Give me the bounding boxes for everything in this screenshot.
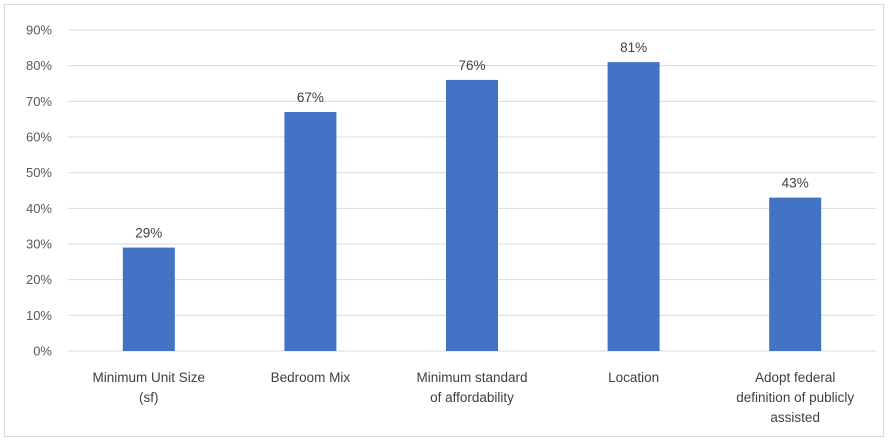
x-tick-label: Bedroom Mix [271,370,351,385]
x-tick-label-line: definition of publicly [736,390,854,405]
y-axis: 0% 10% 20% 30% 40% 50% 60% 70% 80% 90% [26,23,52,359]
x-tick-label-line: Minimum standard [416,370,527,385]
bar [446,79,498,351]
x-tick-label-line: assisted [770,410,820,425]
y-tick-label: 20% [26,272,52,287]
data-label: 43% [782,176,809,191]
x-tick-label: Minimum standard of affordability [416,370,527,405]
data-label: 76% [458,58,485,73]
bars [122,62,822,352]
gridlines [68,29,876,352]
bar [122,247,175,351]
bar [284,112,337,352]
y-tick-label: 0% [33,344,52,359]
data-label: 29% [135,226,162,241]
x-tick-label-line: of affordability [430,390,514,405]
x-tick-label: Adopt federal definition of publicly assis… [736,370,854,425]
x-tick-label-line: (sf) [139,390,159,405]
y-tick-label: 70% [26,94,52,109]
y-tick-label: 30% [26,237,52,252]
y-tick-label: 50% [26,165,52,180]
x-tick-label-line: Adopt federal [755,370,835,385]
x-tick-label-line: Location [608,370,659,385]
data-labels: 29% 67% 76% 81% 43% [135,40,808,240]
x-axis: Minimum Unit Size (sf) Bedroom Mix Minimum … [93,370,855,425]
bar [769,197,822,351]
data-label: 81% [620,40,647,55]
data-label: 67% [297,90,324,105]
x-tick-label-line: Minimum Unit Size [93,370,206,385]
chart-frame [4,4,884,437]
y-tick-label: 90% [26,23,52,38]
bar [607,62,660,351]
x-tick-label-line: Bedroom Mix [271,370,351,385]
y-tick-label: 80% [26,58,52,73]
x-tick-label: Location [608,370,659,385]
y-tick-label: 40% [26,201,52,216]
x-tick-label: Minimum Unit Size (sf) [93,370,206,405]
y-tick-label: 60% [26,130,52,145]
y-tick-label: 10% [26,308,52,323]
